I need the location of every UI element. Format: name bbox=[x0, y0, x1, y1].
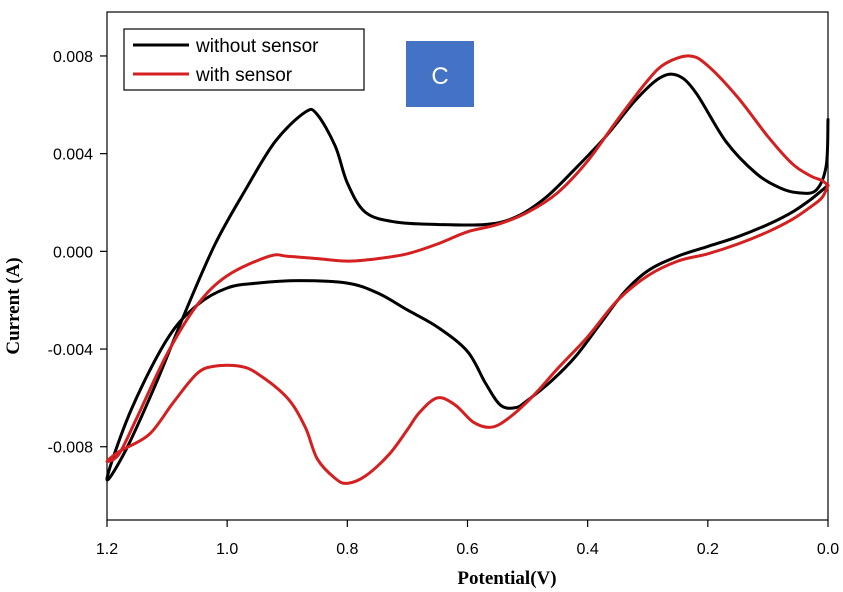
y-tick-label: 0.000 bbox=[53, 244, 93, 261]
x-tick-label: 0.2 bbox=[697, 541, 719, 558]
series-layer bbox=[105, 54, 830, 485]
panel-label-box bbox=[406, 41, 474, 107]
x-axis-title: Potential(V) bbox=[457, 568, 556, 589]
y-axis-ticks: 0.008 0.004 0.000 -0.004 -0.008 bbox=[48, 49, 107, 457]
legend: without sensor with sensor bbox=[123, 28, 365, 91]
x-tick-label: 1.2 bbox=[96, 541, 118, 558]
y-axis-title: Current (A) bbox=[3, 257, 24, 354]
legend-label-with-sensor: with sensor bbox=[195, 65, 293, 86]
y-tick-label: -0.008 bbox=[48, 440, 93, 457]
x-tick-label: 0.0 bbox=[817, 541, 839, 558]
x-axis-ticks: 1.2 1.0 0.8 0.6 0.4 0.2 0.0 bbox=[96, 520, 839, 558]
y-tick-label: 0.004 bbox=[53, 147, 93, 164]
y-tick-label: -0.004 bbox=[48, 342, 93, 359]
legend-label-without-sensor: without sensor bbox=[195, 36, 319, 57]
x-tick-label: 1.0 bbox=[216, 541, 238, 558]
panel-label: C bbox=[406, 41, 474, 107]
panel-label-text: C bbox=[431, 63, 448, 90]
x-tick-label: 0.6 bbox=[456, 541, 478, 558]
x-tick-label: 0.4 bbox=[577, 541, 599, 558]
legend-box bbox=[123, 28, 365, 91]
series-line-with-sensor bbox=[105, 54, 830, 485]
y-tick-label: 0.008 bbox=[53, 49, 93, 66]
x-tick-label: 0.8 bbox=[336, 541, 358, 558]
